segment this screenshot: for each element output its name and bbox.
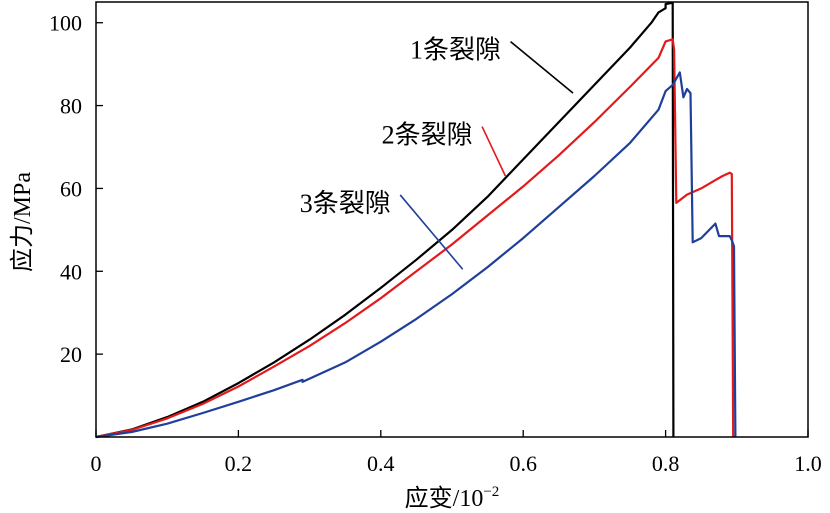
x-tick-label: 1.0 [794,451,822,476]
annotation-layer: 1条裂隙 2条裂隙 3条裂隙 [300,36,574,270]
x-axis-exponent: −2 [483,484,499,500]
x-tick-label: 0.6 [509,451,537,476]
y-tick-label: 80 [60,94,82,119]
series-line-1 [95,1,675,439]
annotation-leader-1 [510,41,574,94]
tick-labels: 0 0.2 0.4 0.6 0.8 1.0 20 40 60 80 100 [49,11,822,476]
series-line-2 [95,38,735,439]
x-tick-label: 0.2 [225,451,253,476]
x-tick-label: 0.4 [367,451,395,476]
annotation-leader-2 [481,126,507,177]
annotation-leader-3 [399,194,464,270]
y-tick-label: 100 [49,11,82,36]
y-tick-label: 40 [60,259,82,284]
x-tick-label: 0 [91,451,102,476]
x-tick-label: 0.8 [652,451,680,476]
y-tick-label: 60 [60,176,82,201]
x-axis-title: 应变/10−2 [405,484,500,512]
annotation-label-3: 3条裂隙 [300,189,391,218]
y-axis-title: 应力/MPa [9,172,36,272]
annotation-label-1: 1条裂隙 [410,36,501,65]
series-layer [95,1,737,439]
plot-frame [95,1,809,438]
y-tick-label: 20 [60,342,82,367]
annotation-label-2: 2条裂隙 [382,121,473,150]
series-line-3 [95,71,737,439]
